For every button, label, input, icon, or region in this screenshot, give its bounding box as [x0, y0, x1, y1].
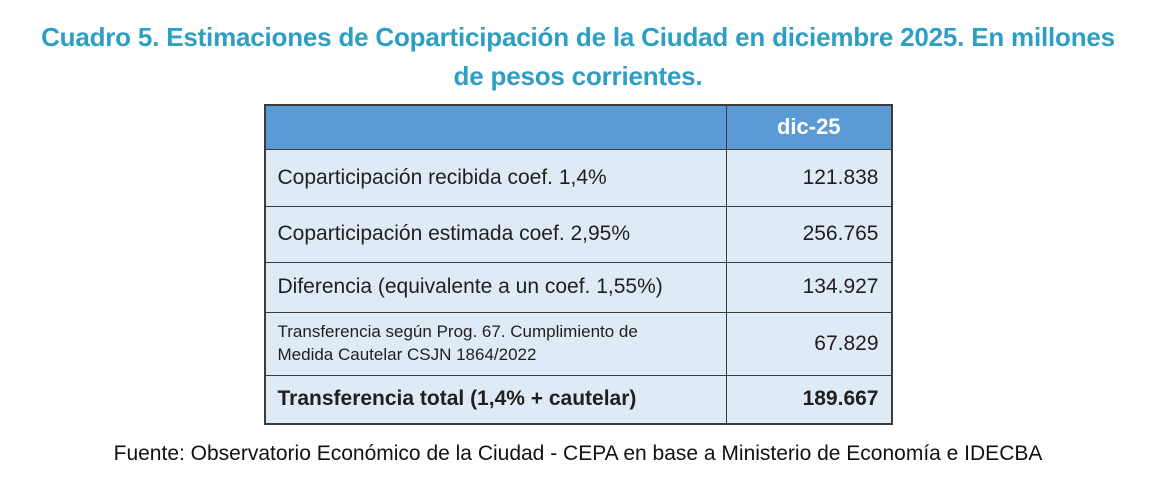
row-value: 67.829 — [726, 311, 892, 376]
table-row: Coparticipación estimada coef. 2,95% 256… — [264, 205, 892, 263]
row-label: Diferencia (equivalente a un coef. 1,55%… — [264, 261, 727, 313]
table-row-total: Transferencia total (1,4% + cautelar) 18… — [264, 374, 892, 425]
row-value: 134.927 — [726, 261, 892, 313]
table-row: Coparticipación recibida coef. 1,4% 121.… — [264, 148, 892, 207]
row-label: Transferencia total (1,4% + cautelar) — [264, 374, 727, 425]
header-value-column: dic-25 — [726, 104, 892, 150]
row-label: Coparticipación estimada coef. 2,95% — [264, 205, 727, 263]
table-row: Diferencia (equivalente a un coef. 1,55%… — [264, 261, 892, 313]
row-label: Coparticipación recibida coef. 1,4% — [264, 148, 727, 207]
page-title: Cuadro 5. Estimaciones de Coparticipació… — [41, 22, 1115, 91]
row-value: 189.667 — [726, 374, 892, 425]
source-note: Fuente: Observatorio Económico de la Ciu… — [113, 442, 1043, 465]
header-empty-cell — [264, 104, 727, 150]
table-row: Transferencia según Prog. 67. Cumplimien… — [264, 311, 892, 376]
row-label: Transferencia según Prog. 67. Cumplimien… — [264, 311, 727, 376]
row-value: 256.765 — [726, 205, 892, 263]
table-header-row: dic-25 — [264, 104, 892, 150]
coparticipacion-table: dic-25 Coparticipación recibida coef. 1,… — [263, 104, 893, 425]
row-value: 121.838 — [726, 148, 892, 207]
